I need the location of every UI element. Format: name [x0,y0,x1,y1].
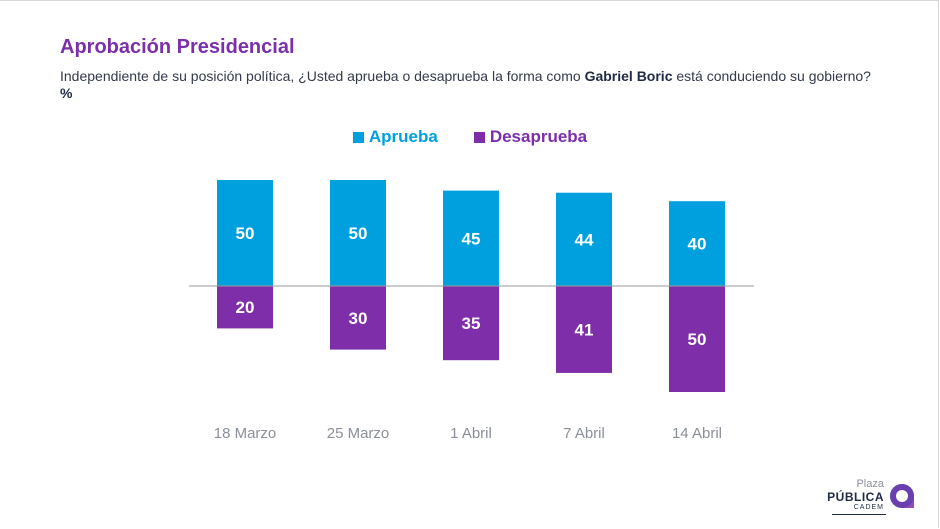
legend-swatch-aprueba [352,131,364,143]
x-tick-label-2: 1 Abril [450,425,492,442]
subtitle-text: Independiente de su posición política, ¿… [60,68,585,84]
data-label-aprueba-1: 50 [349,224,368,243]
data-label-desaprueba-3: 41 [575,320,594,339]
legend-item-desaprueba: Desaprueba [473,127,588,147]
bar-aprueba-0 [217,180,273,286]
logo-text-cadem: CADEM [853,504,884,511]
logo-text-publica: PÚBLICA [827,490,884,504]
subtitle-name: Gabriel Boric [584,68,673,84]
x-tick-label-1: 25 Marzo [327,425,390,442]
data-label-aprueba-2: 45 [462,229,481,248]
data-label-desaprueba-2: 35 [462,314,481,333]
speech-bubble-icon [890,484,914,508]
logo-underline [832,514,886,515]
plaza-publica-logo: Plaza PÚBLICA CADEM [827,478,920,518]
data-label-aprueba-4: 40 [688,235,707,254]
page-subtitle: Independiente de su posición política, ¿… [60,68,880,102]
x-tick-label-0: 18 Marzo [214,425,277,442]
data-label-desaprueba-4: 50 [688,330,707,349]
subtitle-text-end: está conduciendo su gobierno? [672,68,871,84]
logo-text-plaza: Plaza [856,478,884,490]
page-title: Aprobación Presidencial [60,36,295,58]
bar-aprueba-1 [330,180,386,286]
chart-legend: Aprueba Desaprueba [0,127,940,147]
bar-desaprueba-4 [669,286,725,392]
bar-desaprueba-3 [556,286,612,373]
bar-aprueba-3 [556,192,612,286]
bar-aprueba-2 [443,190,499,286]
bar-desaprueba-0 [217,286,273,329]
x-tick-label-3: 7 Abril [563,425,605,442]
subtitle-unit: % [60,85,73,101]
bar-desaprueba-2 [443,286,499,361]
bar-aprueba-4 [669,201,725,286]
data-label-desaprueba-1: 30 [349,309,368,328]
data-label-desaprueba-0: 20 [236,298,255,317]
x-tick-label-4: 14 Abril [672,425,722,442]
data-label-aprueba-3: 44 [575,230,594,249]
legend-item-aprueba: Aprueba [352,127,438,147]
bar-desaprueba-1 [330,286,386,350]
legend-swatch-desaprueba [473,131,485,143]
data-label-aprueba-0: 50 [236,224,255,243]
legend-label-aprueba: Aprueba [368,127,438,146]
legend-label-desaprueba: Desaprueba [489,127,588,146]
